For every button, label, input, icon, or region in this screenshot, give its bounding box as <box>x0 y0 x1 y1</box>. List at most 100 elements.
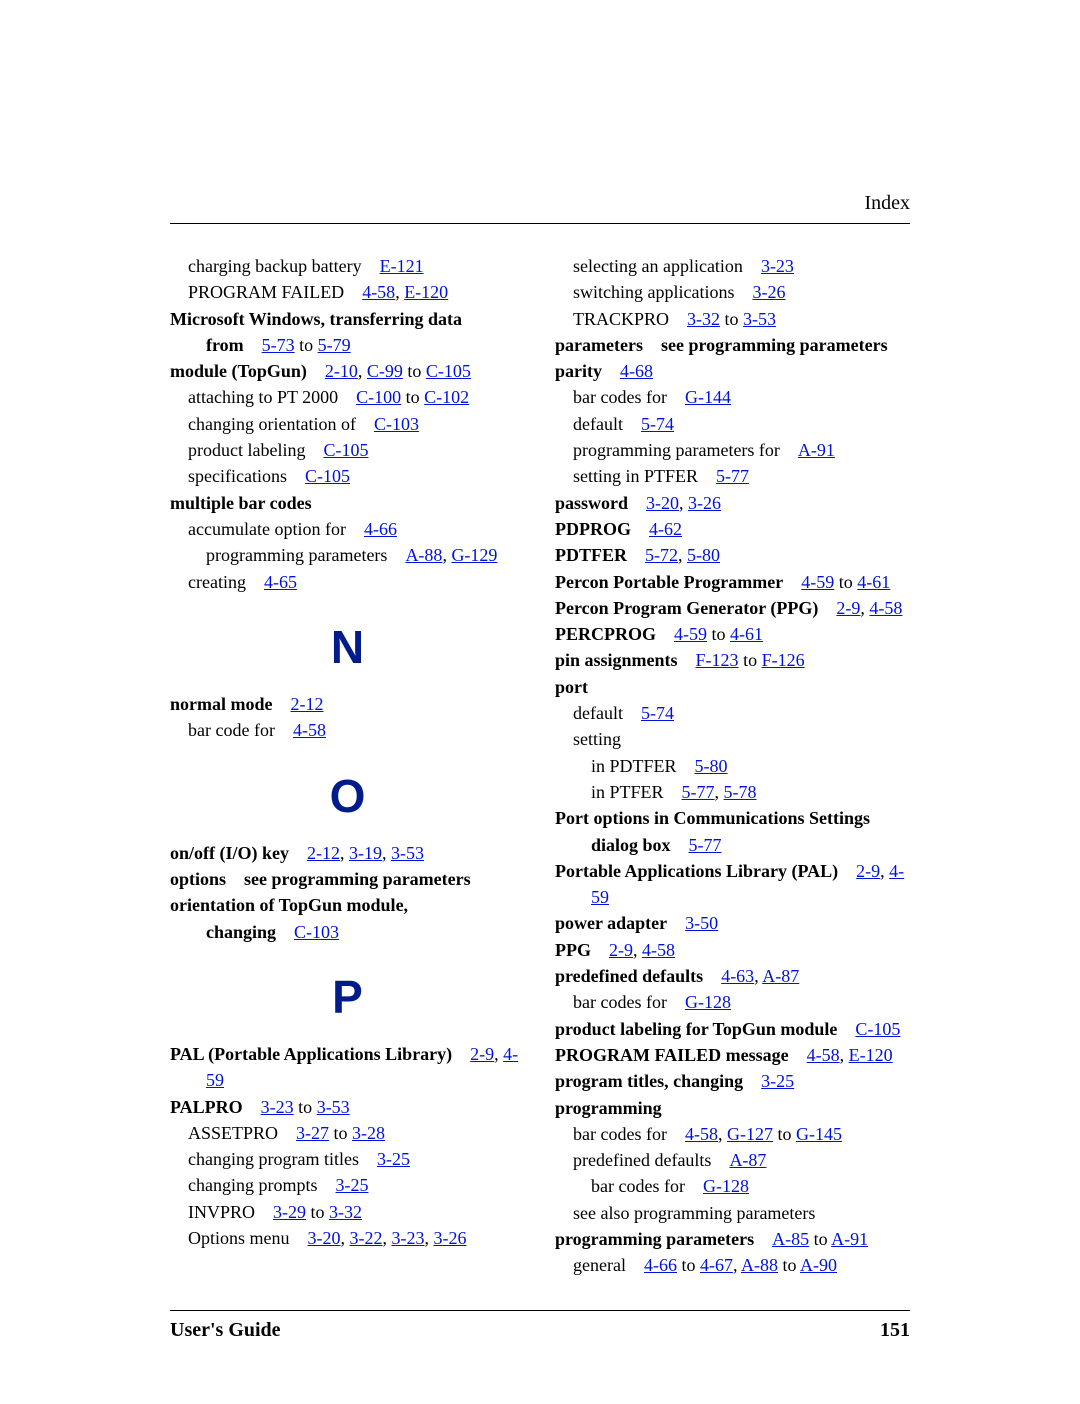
page-ref-link[interactable]: A-87 <box>729 1150 766 1170</box>
page-ref-link[interactable]: C-105 <box>855 1019 900 1039</box>
page-ref-link[interactable]: 4-58 <box>807 1045 840 1065</box>
page-ref-link[interactable]: 4-59 <box>801 572 834 592</box>
page-ref-link[interactable]: C-100 <box>356 387 401 407</box>
page-ref-link[interactable]: 4-61 <box>857 572 890 592</box>
page-ref-link[interactable]: 3-20 <box>646 493 679 513</box>
entry-term: PDTFER <box>555 545 627 565</box>
entry-text: to <box>739 650 762 670</box>
page-ref-link[interactable]: 4- <box>503 1044 518 1064</box>
page-ref-link[interactable]: E-121 <box>380 256 424 276</box>
page-ref-link[interactable]: A-87 <box>762 966 799 986</box>
page-ref-link[interactable]: G-128 <box>703 1176 749 1196</box>
page-ref-link[interactable]: 4-58 <box>869 598 902 618</box>
page-ref-link[interactable]: 3-32 <box>329 1202 362 1222</box>
page-ref-link[interactable]: 3-22 <box>350 1228 383 1248</box>
page-ref-link[interactable]: 4-58 <box>642 940 675 960</box>
page-ref-link[interactable]: 4-68 <box>620 361 653 381</box>
page-ref-link[interactable]: 3-19 <box>349 843 382 863</box>
page-ref-link[interactable]: 3-26 <box>688 493 721 513</box>
page-ref-link[interactable]: 4-58 <box>293 720 326 740</box>
entry-term: program titles, changing <box>555 1071 743 1091</box>
page-ref-link[interactable]: 59 <box>206 1070 224 1090</box>
page-ref-link[interactable]: 5-77 <box>682 782 715 802</box>
page-ref-link[interactable]: E-120 <box>849 1045 893 1065</box>
right-column: selecting an application3-23switching ap… <box>555 254 910 1280</box>
entry-text: bar codes for <box>573 387 667 407</box>
page-ref-link[interactable]: F-126 <box>762 650 805 670</box>
page-ref-link[interactable]: G-129 <box>451 545 497 565</box>
page-ref-link[interactable]: 5-72 <box>645 545 678 565</box>
page-ref-link[interactable]: 3-23 <box>392 1228 425 1248</box>
page-ref-link[interactable]: G-144 <box>685 387 731 407</box>
page-ref-link[interactable]: 2-12 <box>307 843 340 863</box>
page-ref-link[interactable]: 3-53 <box>391 843 424 863</box>
entry-text: programming parameters <box>206 545 387 565</box>
page-ref-link[interactable]: C-105 <box>426 361 471 381</box>
index-entry: optionssee programming parameters <box>170 867 525 891</box>
page-ref-link[interactable]: 5-80 <box>695 756 728 776</box>
page-ref-link[interactable]: G-127 <box>727 1124 773 1144</box>
page-ref-link[interactable]: 2-12 <box>291 694 324 714</box>
page-ref-link[interactable]: 3-53 <box>743 309 776 329</box>
page-ref-link[interactable]: A-88 <box>405 545 442 565</box>
page-ref-link[interactable]: A-85 <box>772 1229 809 1249</box>
page-ref-link[interactable]: 3-29 <box>273 1202 306 1222</box>
page-ref-link[interactable]: 4-66 <box>364 519 397 539</box>
page-ref-link[interactable]: 4-58 <box>362 282 395 302</box>
page-ref-link[interactable]: 4-61 <box>730 624 763 644</box>
page-ref-link[interactable]: 59 <box>591 887 609 907</box>
page-ref-link[interactable]: 3-25 <box>335 1175 368 1195</box>
page-ref-link[interactable]: 5-73 <box>262 335 295 355</box>
page-ref-link[interactable]: 3-26 <box>752 282 785 302</box>
page-ref-link[interactable]: 4-59 <box>674 624 707 644</box>
page-ref-link[interactable]: 3-23 <box>261 1097 294 1117</box>
page-ref-link[interactable]: 3-27 <box>296 1123 329 1143</box>
page-ref-link[interactable]: 4-62 <box>649 519 682 539</box>
entry-text: programming parameters for <box>573 440 780 460</box>
page-ref-link[interactable]: A-90 <box>800 1255 837 1275</box>
page-ref-link[interactable]: 3-20 <box>308 1228 341 1248</box>
page-ref-link[interactable]: C-99 <box>367 361 403 381</box>
page-ref-link[interactable]: 5-80 <box>687 545 720 565</box>
page-ref-link[interactable]: C-105 <box>323 440 368 460</box>
page-ref-link[interactable]: G-128 <box>685 992 731 1012</box>
page-ref-link[interactable]: E-120 <box>404 282 448 302</box>
page-ref-link[interactable]: 4- <box>889 861 904 881</box>
page-ref-link[interactable]: 3-50 <box>685 913 718 933</box>
page-ref-link[interactable]: 3-23 <box>761 256 794 276</box>
page-ref-link[interactable]: 4-58 <box>685 1124 718 1144</box>
page-ref-link[interactable]: 5-78 <box>724 782 757 802</box>
page-ref-link[interactable]: A-91 <box>831 1229 868 1249</box>
page-ref-link[interactable]: 4-65 <box>264 572 297 592</box>
page-ref-link[interactable]: 5-77 <box>716 466 749 486</box>
entry-text: product labeling <box>188 440 305 460</box>
page-ref-link[interactable]: A-88 <box>741 1255 778 1275</box>
page-ref-link[interactable]: 2-10 <box>325 361 358 381</box>
page-ref-link[interactable]: 4-66 <box>644 1255 677 1275</box>
page-ref-link[interactable]: 3-32 <box>687 309 720 329</box>
page-ref-link[interactable]: 2-9 <box>856 861 880 881</box>
page-ref-link[interactable]: C-103 <box>374 414 419 434</box>
page-ref-link[interactable]: 4-63 <box>721 966 754 986</box>
page-ref-link[interactable]: F-123 <box>696 650 739 670</box>
page-ref-link[interactable]: C-103 <box>294 922 339 942</box>
page-ref-link[interactable]: G-145 <box>796 1124 842 1144</box>
page-ref-link[interactable]: 4-67 <box>700 1255 733 1275</box>
page-ref-link[interactable]: 5-77 <box>689 835 722 855</box>
page-ref-link[interactable]: 3-26 <box>434 1228 467 1248</box>
page-ref-link[interactable]: 3-25 <box>377 1149 410 1169</box>
page-ref-link[interactable]: C-105 <box>305 466 350 486</box>
page-ref-link[interactable]: C-102 <box>424 387 469 407</box>
page-ref-link[interactable]: 5-74 <box>641 703 674 723</box>
page-ref-link[interactable]: 5-79 <box>318 335 351 355</box>
page-ref-link[interactable]: 2-9 <box>836 598 860 618</box>
page-ref-link[interactable]: 5-74 <box>641 414 674 434</box>
page-ref-link[interactable]: 3-25 <box>761 1071 794 1091</box>
index-entry: module (TopGun)2-10, C-99 to C-105 <box>170 359 525 383</box>
page-footer: User's Guide 151 <box>170 1317 910 1344</box>
page-ref-link[interactable]: 2-9 <box>470 1044 494 1064</box>
page-ref-link[interactable]: 2-9 <box>609 940 633 960</box>
page-ref-link[interactable]: 3-53 <box>317 1097 350 1117</box>
page-ref-link[interactable]: A-91 <box>798 440 835 460</box>
page-ref-link[interactable]: 3-28 <box>352 1123 385 1143</box>
